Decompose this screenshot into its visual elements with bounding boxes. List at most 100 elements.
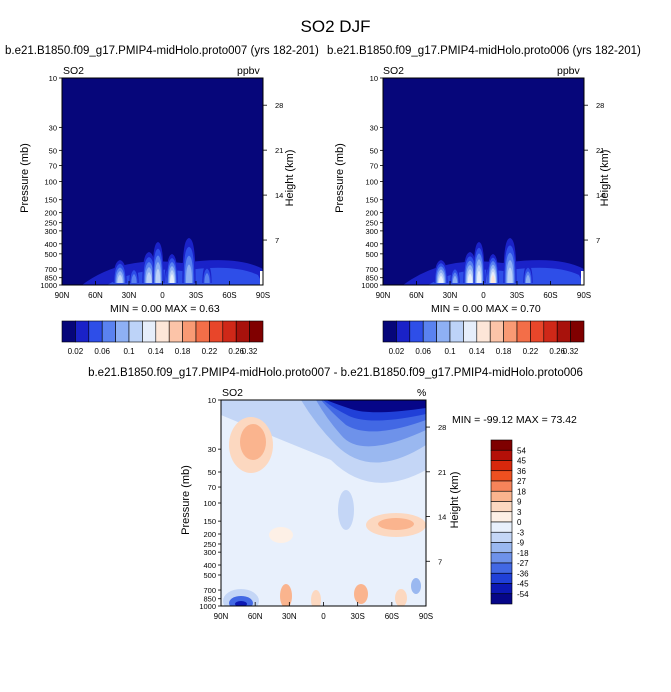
colorbar-diff-box — [490, 511, 513, 523]
panel-1-ytick-label: 850 — [44, 274, 57, 283]
panel-3-y2tick-label: 14 — [438, 513, 446, 522]
panel-3-upper-band-6 — [326, 400, 426, 413]
panel-2-y2tick-label: 14 — [596, 191, 604, 200]
panel-2-ytick-label: 250 — [365, 219, 378, 228]
panel-1-ytick-label: 10 — [49, 74, 57, 83]
colorbar-2-box — [489, 320, 504, 343]
colorbar-diff-box — [490, 562, 513, 574]
panel-3-positive-blob-2-core — [378, 518, 414, 530]
panel-1-ytick-label: 30 — [49, 123, 57, 132]
panel-3-y2tick-label: 7 — [438, 557, 442, 566]
panel-3-title: b.e21.B1850.f09_g17.PMIP4-midHolo.proto0… — [88, 367, 583, 379]
panel-3-xtick-label: 90S — [419, 612, 433, 621]
colorbar-1-box — [128, 320, 143, 343]
colorbar-diff-box — [490, 470, 513, 482]
panel-1-xtick-label: 90S — [256, 291, 270, 300]
panel-1-units-label: ppbv — [237, 65, 260, 77]
panel-3-ytick-label: 250 — [203, 540, 216, 549]
panel-3-y2tick-label: 21 — [438, 468, 446, 477]
panel-3-positive-blob-1-core — [240, 424, 266, 460]
panel-1-y2tick-label: 28 — [275, 101, 283, 110]
panel-2-ytick-label: 300 — [365, 227, 378, 236]
panel-3-surface-positive-2 — [311, 590, 321, 606]
colorbar-1-label: 0.1 — [123, 347, 135, 356]
panel-2-ytick-label: 150 — [365, 196, 378, 205]
colorbar-2-box — [530, 320, 545, 343]
panel-1-ytick-label: 200 — [44, 209, 57, 218]
panel-3-surface-positive-4 — [395, 589, 407, 606]
panel-1-edge-spot — [260, 271, 263, 285]
panel-2-plume-2-level-5 — [467, 273, 473, 283]
panel-2-ytick-label: 200 — [365, 209, 378, 218]
panel-2-xtick-label: 90N — [376, 291, 391, 300]
colorbar-1-box — [249, 320, 264, 343]
colorbar-1-box — [88, 320, 103, 343]
panel-3-units-label: % — [417, 387, 427, 399]
colorbar-1-box — [168, 320, 183, 343]
panel-2-xtick-label: 0 — [481, 291, 486, 300]
colorbar-diff-box — [490, 439, 513, 451]
colorbar-2-box — [570, 320, 585, 343]
colorbar-1-label: 0.18 — [175, 347, 191, 356]
colorbar-2-box — [503, 320, 518, 343]
panel-3-positive-blob-3 — [269, 527, 293, 543]
colorbar-diff-label: -3 — [517, 528, 525, 537]
colorbar-2-box — [463, 320, 478, 343]
colorbar-diff-label: 0 — [517, 518, 522, 527]
colorbar-1-label: 0.02 — [68, 347, 84, 356]
panel-2-ytick-label: 70 — [370, 161, 378, 170]
panel-1-plume-7-level-2 — [204, 273, 210, 283]
colorbar-diff-box — [490, 542, 513, 554]
panel-2-plume-0-level-5 — [438, 275, 444, 283]
panel-3-field — [221, 400, 426, 606]
colorbar-1-box — [61, 320, 76, 343]
panel-1-xtick-label: 60N — [88, 291, 103, 300]
panel-1-plume-5-level-5 — [169, 274, 175, 283]
panel-2-plume-3-level-5 — [476, 270, 482, 283]
panel-1-field — [62, 78, 263, 285]
panel-3-ytick-label: 200 — [203, 530, 216, 539]
panel-1-title: b.e21.B1850.f09_g17.PMIP4-midHolo.proto0… — [5, 45, 319, 57]
panel-1-background — [62, 78, 263, 285]
panel-3-ytick-label: 500 — [203, 571, 216, 580]
colorbar-1-box — [209, 320, 224, 343]
panel-3-ytick-label: 50 — [208, 468, 216, 477]
panel-2-edge-spot — [581, 271, 584, 285]
panel-1-ytick-label: 70 — [49, 161, 57, 170]
colorbar-2-box — [449, 320, 464, 343]
colorbar-1-box — [115, 320, 130, 343]
panel-2-xtick-label: 90S — [577, 291, 591, 300]
colorbar-2-box — [436, 320, 451, 343]
colorbar-1-box — [235, 320, 250, 343]
panel-3-ytick-label: 700 — [203, 586, 216, 595]
colorbar-2-label: 0.14 — [469, 347, 485, 356]
panel-3-xtick-label: 30N — [282, 612, 297, 621]
panel-3-negative-column — [338, 490, 354, 530]
colorbar-diff-label: -18 — [517, 549, 529, 558]
panel-2-ytick-label: 850 — [365, 274, 378, 283]
panel-3-xtick-label: 90N — [214, 612, 229, 621]
panel-2-plume-5-level-6 — [491, 275, 495, 283]
colorbar-diff-box — [490, 460, 513, 472]
colorbar-1-box — [182, 320, 197, 343]
panel-1-plume-6-level-3 — [186, 264, 192, 283]
panel-3-xtick-label: 30S — [351, 612, 365, 621]
panel-1-y2tick-label: 21 — [275, 146, 283, 155]
panel-3-ytick-label: 100 — [203, 499, 216, 508]
panel-2-ytick-label: 500 — [365, 250, 378, 259]
panel-3-variable-label: SO2 — [222, 387, 244, 399]
panel-2-variable-label: SO2 — [383, 65, 405, 77]
panel-1-ytick-label: 250 — [44, 219, 57, 228]
panel-1-plume-2-level-4 — [146, 272, 152, 283]
panel-1-ytick-label: 300 — [44, 227, 57, 236]
colorbar-2-label: 0.1 — [444, 347, 456, 356]
panel-1-variable-label: SO2 — [63, 65, 85, 77]
colorbar-2-box — [476, 320, 491, 343]
panel-3-xtick-label: 60N — [248, 612, 263, 621]
panel-3-surface-negative-3 — [411, 578, 421, 594]
panel-1-xtick-label: 0 — [160, 291, 165, 300]
panel-1-ytick-label: 400 — [44, 240, 57, 249]
colorbar-1-label: 0.06 — [94, 347, 110, 356]
colorbar-1-box — [155, 320, 170, 343]
